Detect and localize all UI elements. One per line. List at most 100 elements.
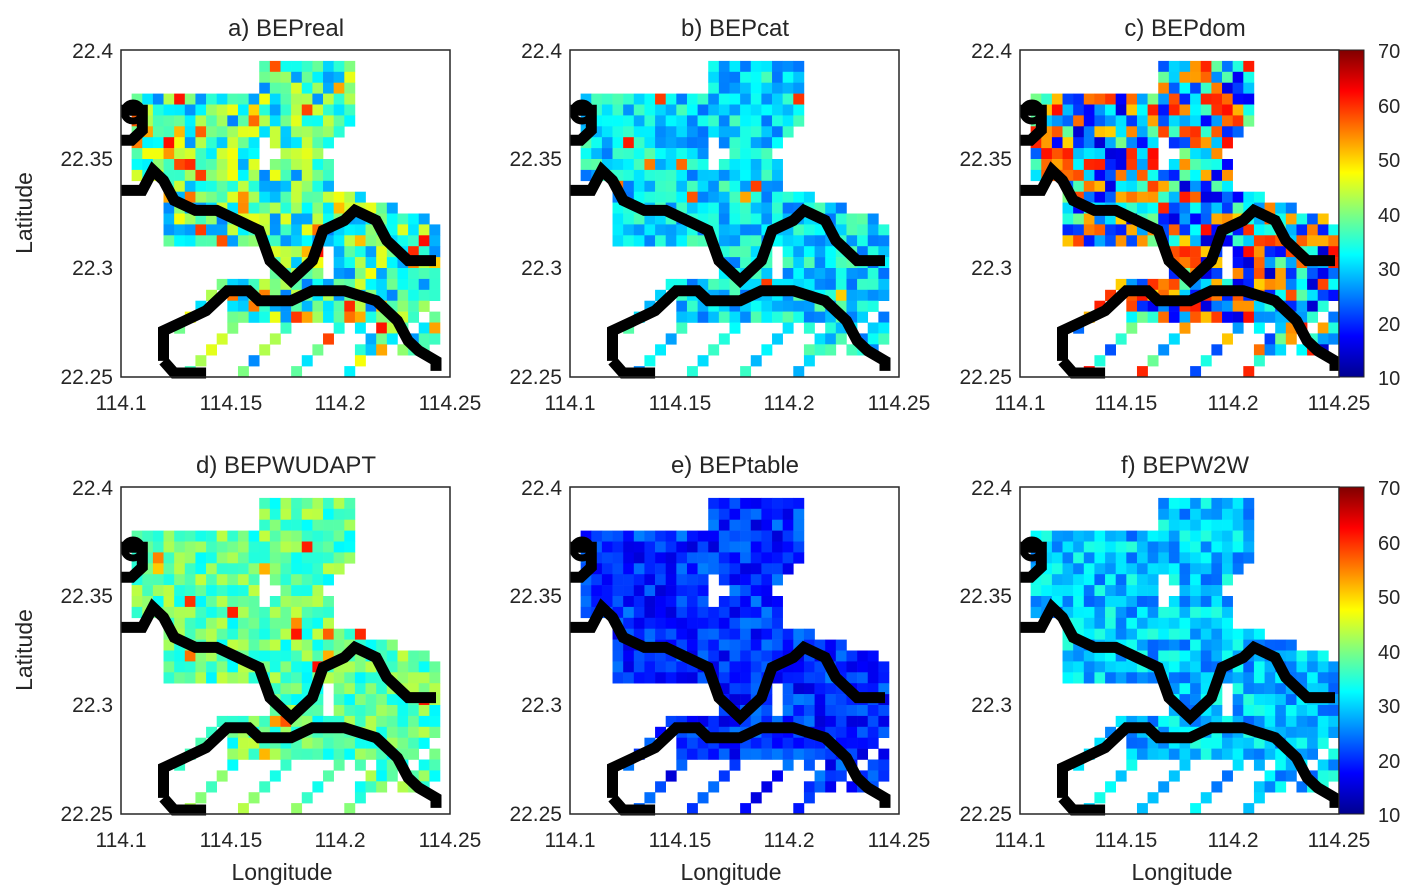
heatmap-cell bbox=[740, 191, 752, 203]
heatmap-cell bbox=[1328, 246, 1340, 258]
heatmap-cell bbox=[248, 311, 260, 323]
heatmap-cell bbox=[280, 748, 292, 760]
heatmap-cell bbox=[1179, 617, 1191, 629]
heatmap-cell bbox=[697, 541, 709, 553]
panel-f: f) BEPW2W 22.25 22.3 22.35 22.4 114.1 11… bbox=[959, 452, 1400, 885]
heatmap-cell bbox=[697, 137, 709, 149]
heatmap-cell bbox=[665, 650, 677, 662]
heatmap-cell bbox=[665, 617, 677, 629]
heatmap-cell bbox=[248, 563, 260, 575]
heatmap-cell bbox=[280, 639, 292, 651]
heatmap-cell bbox=[718, 82, 730, 94]
heatmap-cell bbox=[206, 541, 217, 553]
heatmap-cell bbox=[814, 705, 826, 717]
heatmap-cell bbox=[1285, 694, 1297, 706]
heatmap-cell bbox=[740, 71, 752, 83]
heatmap-cell bbox=[750, 792, 762, 804]
heatmap-cell bbox=[1211, 159, 1223, 171]
heatmap-cell bbox=[1211, 737, 1223, 749]
heatmap-cell bbox=[750, 596, 762, 608]
heatmap-cell bbox=[601, 596, 613, 608]
heatmap-cell bbox=[1200, 60, 1212, 73]
heatmap-cell bbox=[750, 497, 762, 510]
heatmap-cell bbox=[152, 596, 164, 608]
heatmap-cell bbox=[1126, 585, 1138, 597]
heatmap-cell bbox=[1317, 661, 1329, 673]
heatmap-cell bbox=[825, 683, 837, 695]
heatmap-cell bbox=[835, 661, 847, 673]
heatmap-cell bbox=[248, 606, 260, 619]
heatmap-cell bbox=[1243, 497, 1255, 510]
heatmap-cell bbox=[676, 639, 688, 651]
heatmap-cell bbox=[291, 115, 303, 127]
heatmap-cell bbox=[301, 715, 313, 728]
heatmap-cell bbox=[718, 563, 730, 575]
heatmap-cell bbox=[857, 278, 869, 291]
heatmap-cell bbox=[408, 278, 420, 291]
heatmap-cell bbox=[1136, 617, 1148, 629]
heatmap-cell bbox=[803, 628, 815, 640]
heatmap-cell bbox=[206, 148, 217, 160]
coastline-segment bbox=[159, 794, 207, 816]
heatmap-cell bbox=[237, 202, 249, 214]
heatmap-cell bbox=[1243, 246, 1255, 258]
heatmap-cell bbox=[195, 180, 207, 192]
heatmap-cell bbox=[418, 300, 430, 312]
heatmap-cell bbox=[740, 596, 752, 608]
heatmap-cell bbox=[740, 148, 752, 160]
heatmap-cell bbox=[729, 224, 741, 236]
heatmap-cell bbox=[323, 278, 334, 291]
heatmap-cell bbox=[1264, 748, 1276, 760]
heatmap-cell bbox=[708, 748, 720, 760]
heatmap-cell bbox=[1126, 235, 1138, 247]
heatmap-cell bbox=[163, 93, 175, 105]
heatmap-cell bbox=[665, 333, 677, 345]
heatmap-cell bbox=[633, 606, 645, 619]
heatmap-cell bbox=[750, 104, 762, 116]
island-outline bbox=[1019, 99, 1045, 125]
heatmap-cell bbox=[803, 748, 815, 760]
heatmap-cell bbox=[1211, 715, 1223, 728]
heatmap-cell bbox=[740, 530, 752, 542]
coastline bbox=[1019, 536, 1341, 816]
heatmap-cell bbox=[1232, 126, 1244, 138]
heatmap-cell bbox=[708, 278, 720, 291]
heatmap-cell bbox=[291, 137, 303, 149]
heatmap-cell bbox=[248, 137, 260, 149]
heatmap-cell bbox=[676, 737, 688, 749]
heatmap-cell bbox=[623, 104, 635, 116]
heatmap-cell bbox=[1296, 661, 1308, 673]
heatmap-cell bbox=[344, 541, 356, 553]
heatmap-cell bbox=[206, 224, 217, 236]
heatmap-cell bbox=[152, 552, 164, 564]
heatmap-cell bbox=[1179, 93, 1191, 105]
heatmap-cell bbox=[386, 759, 398, 771]
heatmap-cell bbox=[1317, 737, 1329, 749]
heatmap-cell bbox=[761, 781, 773, 793]
heatmap-cell bbox=[750, 541, 762, 553]
heatmap-cell bbox=[835, 202, 847, 214]
heatmap-cell bbox=[429, 661, 441, 673]
heatmap-cell bbox=[408, 235, 420, 247]
y-tick-label: 22.4 bbox=[971, 477, 1012, 500]
y-tick-label: 22.3 bbox=[971, 257, 1012, 280]
heatmap-cell bbox=[1126, 148, 1138, 160]
heatmap-cell bbox=[782, 115, 794, 127]
heatmap-cell bbox=[259, 617, 271, 629]
heatmap-cell bbox=[623, 213, 635, 225]
heatmap-cell bbox=[1264, 737, 1276, 749]
heatmap-cell bbox=[665, 235, 677, 247]
heatmap-cell bbox=[195, 93, 207, 105]
panel-b: b) BEPcat 22.25 22.3 22.35 22.4 114.1 11… bbox=[509, 15, 930, 415]
heatmap-cell bbox=[216, 661, 228, 673]
heatmap-cell bbox=[867, 726, 879, 738]
heatmap-cell bbox=[280, 93, 292, 105]
heatmap-cell bbox=[708, 213, 720, 225]
heatmap-cell bbox=[1190, 202, 1202, 214]
heatmap-cell bbox=[1328, 278, 1340, 291]
heatmap-cell bbox=[1222, 180, 1233, 192]
heatmap-cell bbox=[1253, 224, 1265, 236]
heatmap-cell bbox=[718, 705, 730, 717]
heatmap-cell bbox=[1041, 530, 1053, 542]
heatmap-cell bbox=[740, 672, 752, 684]
